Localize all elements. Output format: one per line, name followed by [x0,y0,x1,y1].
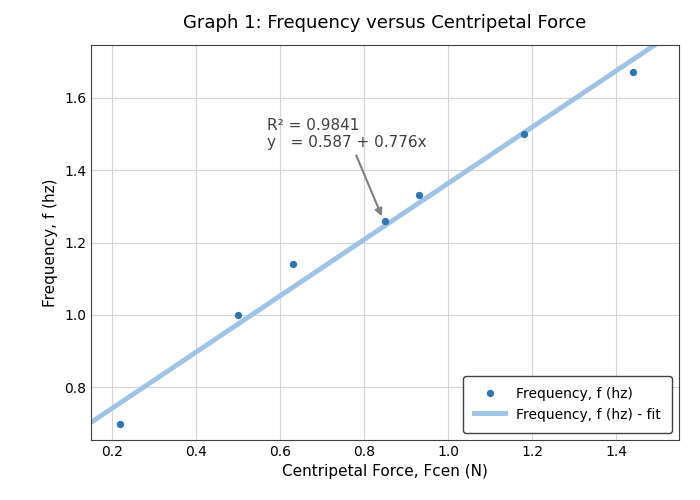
Frequency, f (hz) - fit [447,178,455,184]
Frequency, f (hz) - fit [435,186,443,192]
Frequency, f (hz) - fit [675,26,683,32]
Frequency, f (hz) [287,260,298,268]
Frequency, f (hz) - fit [582,88,591,94]
Frequency, f (hz) [413,192,424,200]
Frequency, f (hz) [232,311,244,319]
Legend: Frequency, f (hz), Frequency, f (hz) - fit: Frequency, f (hz), Frequency, f (hz) - f… [463,376,672,433]
Title: Graph 1: Frequency versus Centripetal Force: Graph 1: Frequency versus Centripetal Fo… [183,14,587,32]
X-axis label: Centripetal Force, Fcen (N): Centripetal Force, Fcen (N) [282,464,488,479]
Y-axis label: Frequency, f (hz): Frequency, f (hz) [43,178,59,306]
Frequency, f (hz) [627,68,638,76]
Frequency, f (hz) [518,130,529,138]
Frequency, f (hz) - fit [89,418,97,424]
Frequency, f (hz) [115,420,126,428]
Line: Frequency, f (hz) - fit: Frequency, f (hz) - fit [91,29,679,422]
Frequency, f (hz) [379,217,391,225]
Frequency, f (hz) - fit [620,62,628,68]
Frequency, f (hz) - fit [87,420,95,426]
Frequency, f (hz) - fit [437,185,445,191]
Text: R² = 0.9841
y   = 0.587 + 0.776x: R² = 0.9841 y = 0.587 + 0.776x [267,118,427,214]
